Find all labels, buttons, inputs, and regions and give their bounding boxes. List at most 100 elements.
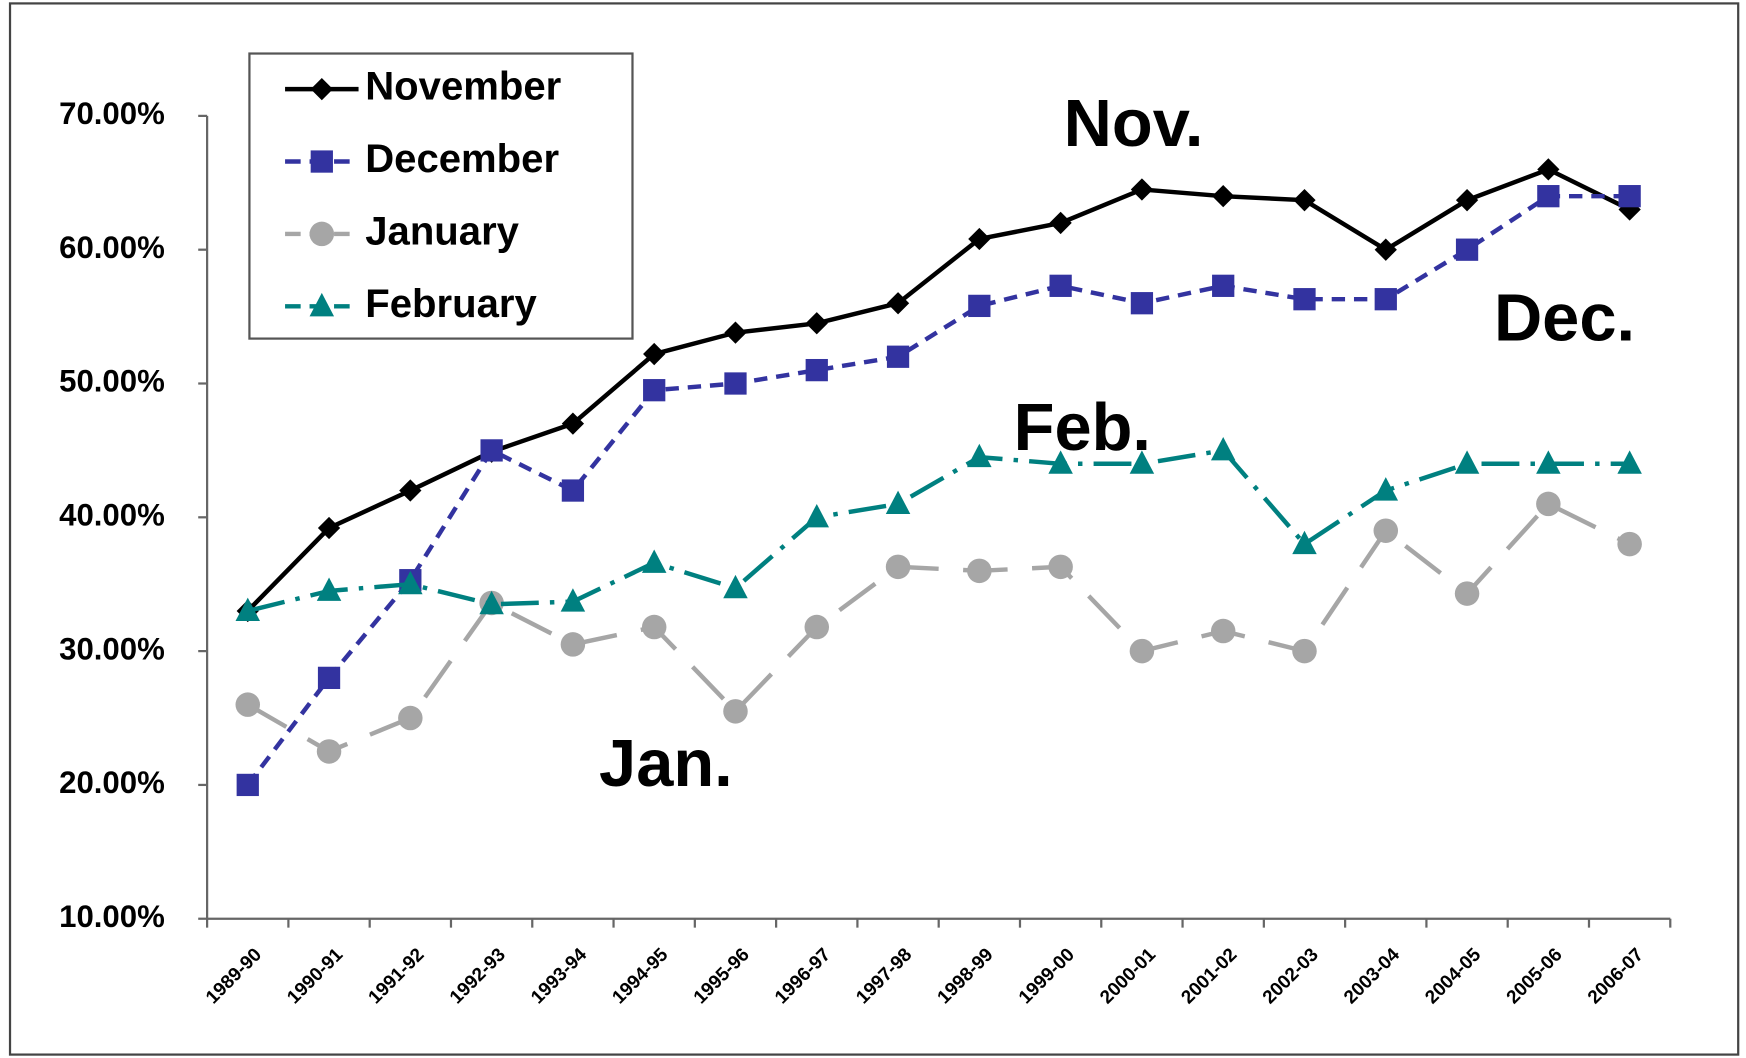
point (723, 699, 748, 724)
x-tick-label: 1991-92 (365, 944, 429, 1008)
x-tick-label: 1996-97 (771, 944, 835, 1008)
point (1617, 450, 1642, 474)
point (1537, 158, 1560, 181)
point (1129, 450, 1155, 474)
legend-marker (309, 221, 335, 247)
series-line (246, 501, 1631, 754)
x-tick-label: 2004-05 (1421, 944, 1485, 1008)
legend: November December January February (248, 52, 634, 340)
point (1454, 450, 1480, 474)
point (1210, 437, 1236, 461)
x-tick-label: 1989-90 (202, 944, 266, 1008)
point (1374, 238, 1397, 261)
point (1293, 288, 1316, 311)
point (1292, 638, 1317, 664)
point (1292, 530, 1317, 555)
point (560, 632, 586, 657)
point (1130, 178, 1154, 201)
point (236, 773, 259, 797)
point (1455, 238, 1479, 261)
x-tick-label: 2001-02 (1177, 944, 1241, 1008)
series-line (247, 448, 1630, 614)
point (316, 577, 342, 601)
series-line (246, 166, 1631, 613)
point (1049, 274, 1072, 297)
x-tick-label: 2006-07 (1584, 944, 1648, 1008)
point (1536, 450, 1561, 474)
legend-label: November (365, 65, 561, 109)
x-tick-label: 1994-95 (608, 944, 672, 1008)
point (641, 549, 667, 573)
point (1212, 274, 1235, 297)
legend-box (248, 52, 634, 340)
point (804, 503, 830, 528)
y-tick-label: 70.00% (59, 96, 165, 131)
x-tick-label: 1995-96 (690, 944, 754, 1008)
point (560, 588, 586, 612)
frame (8, 2, 1740, 1056)
point (479, 590, 504, 615)
point (1536, 491, 1561, 517)
point (398, 705, 423, 731)
point (1049, 211, 1072, 235)
x-tick-label: 2003-04 (1340, 944, 1404, 1008)
point (723, 574, 748, 599)
point (967, 443, 992, 468)
y-tick-label: 40.00% (59, 498, 165, 533)
x-tick-label: 1990-91 (283, 944, 347, 1008)
point (886, 345, 910, 368)
y-tick-label: 20.00% (59, 765, 165, 800)
point (316, 739, 342, 764)
x-tick-label: 2000-01 (1096, 944, 1160, 1008)
x-tick-label: 2005-06 (1503, 944, 1567, 1008)
point (1373, 477, 1399, 501)
point (399, 479, 422, 502)
point (1130, 292, 1154, 315)
point (1048, 450, 1073, 474)
point (1129, 638, 1155, 664)
y-tick-label: 60.00% (59, 230, 165, 265)
point (1455, 189, 1479, 212)
series-line (245, 193, 1630, 787)
x-tick-label: 1999-00 (1015, 944, 1079, 1008)
point (724, 321, 747, 344)
point (235, 597, 261, 621)
point (1617, 531, 1642, 557)
legend-marker (310, 150, 333, 173)
point (805, 358, 828, 382)
point (1373, 518, 1399, 543)
y-tick-label: 30.00% (59, 631, 165, 666)
annotation: Feb. (1014, 391, 1151, 465)
point (1374, 288, 1397, 311)
point (1454, 581, 1480, 606)
point (1212, 185, 1235, 208)
point (317, 666, 341, 690)
point (967, 558, 992, 584)
point (968, 294, 991, 318)
legend-label: January (365, 210, 519, 254)
annotation: Nov. (1064, 87, 1204, 161)
x-tick-label: 1993-94 (527, 944, 591, 1008)
point (1537, 185, 1560, 208)
point (561, 479, 585, 502)
legend-label: December (365, 137, 559, 181)
x-tick-label: 1998-99 (934, 944, 998, 1008)
point (1210, 618, 1236, 644)
point (1618, 185, 1641, 208)
y-tick-label: 10.00% (59, 899, 165, 934)
point (885, 554, 911, 580)
point (480, 439, 503, 462)
point (1293, 189, 1316, 212)
x-tick-label: 2002-03 (1259, 944, 1323, 1008)
annotation: Dec. (1494, 282, 1635, 356)
annotation: Jan. (599, 727, 733, 801)
legend-marker (309, 292, 335, 317)
point (805, 312, 828, 335)
point (641, 614, 667, 640)
point (235, 692, 261, 717)
x-tick-label: 1997-98 (852, 944, 916, 1008)
point (643, 379, 666, 402)
point (724, 372, 747, 395)
